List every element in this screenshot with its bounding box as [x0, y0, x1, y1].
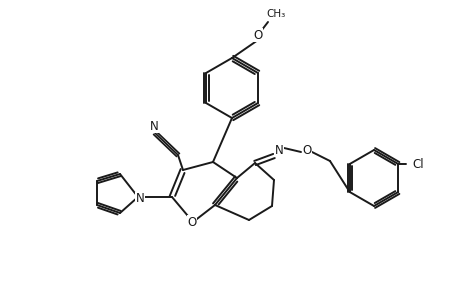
Text: N: N — [274, 143, 283, 156]
Text: O: O — [254, 28, 263, 41]
Text: N: N — [150, 120, 158, 133]
Text: Cl: Cl — [412, 158, 424, 170]
Text: N: N — [136, 193, 145, 206]
Text: O: O — [187, 216, 197, 229]
Text: O: O — [302, 143, 311, 156]
Text: CH₃: CH₃ — [266, 9, 286, 19]
